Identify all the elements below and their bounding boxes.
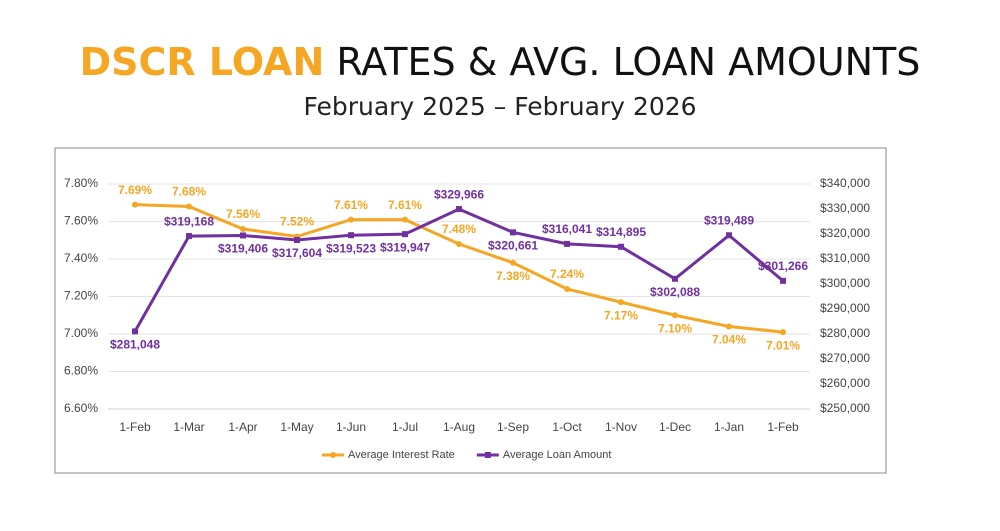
y2-tick-label: $320,000 xyxy=(820,226,870,240)
y-tick-label: 7.20% xyxy=(64,289,98,303)
marker xyxy=(186,203,192,210)
marker xyxy=(294,236,300,243)
data-label: 7.01% xyxy=(766,338,800,352)
y-tick-label: 7.40% xyxy=(64,251,98,265)
x-tick-label: 1-Jun xyxy=(336,420,366,434)
data-label: 7.04% xyxy=(712,333,746,347)
chart-frame xyxy=(54,147,887,474)
marker xyxy=(726,323,732,330)
title-highlight: DSCR LOAN xyxy=(79,40,325,84)
y2-tick-label: $310,000 xyxy=(820,251,870,265)
data-label: 7.56% xyxy=(226,207,260,221)
x-tick-label: 1-Jul xyxy=(392,420,418,434)
legend-label: Average Interest Rate xyxy=(348,449,455,461)
data-label: 7.10% xyxy=(658,321,692,335)
x-tick-label: 1-Feb xyxy=(119,420,151,434)
legend-marker xyxy=(484,452,491,458)
data-label: $301,266 xyxy=(758,259,808,273)
data-label: 7.38% xyxy=(496,269,530,283)
y2-tick-label: $270,000 xyxy=(820,351,870,365)
x-tick-label: 1-Sep xyxy=(497,420,529,434)
marker xyxy=(564,240,570,247)
data-label: $314,895 xyxy=(596,225,646,239)
x-tick-label: 1-Feb xyxy=(767,420,799,434)
marker xyxy=(618,299,624,306)
data-label: 7.61% xyxy=(334,198,368,212)
data-label: $302,088 xyxy=(650,285,700,299)
x-tick-label: 1-Aug xyxy=(443,420,475,434)
marker xyxy=(564,286,570,292)
data-label: $319,947 xyxy=(380,240,430,254)
y2-tick-label: $260,000 xyxy=(820,376,870,390)
y-tick-label: 6.80% xyxy=(64,364,98,378)
data-label: $281,048 xyxy=(110,338,160,352)
chart-subtitle: February 2025 – February 2026 xyxy=(303,92,697,121)
y-tick-label: 6.60% xyxy=(64,401,98,415)
legend-label: Average Loan Amount xyxy=(503,449,612,461)
data-label: 7.48% xyxy=(442,222,476,236)
marker xyxy=(618,243,624,250)
data-label: 7.52% xyxy=(280,215,314,229)
marker xyxy=(186,233,192,240)
data-label: 7.68% xyxy=(172,185,206,199)
data-label: 7.17% xyxy=(604,308,638,322)
data-label: $317,604 xyxy=(272,246,322,260)
x-tick-label: 1-Oct xyxy=(552,420,582,434)
y2-tick-label: $280,000 xyxy=(820,326,870,340)
x-tick-label: 1-Apr xyxy=(228,420,257,434)
y2-tick-label: $330,000 xyxy=(820,201,870,215)
data-label: $319,168 xyxy=(164,214,214,228)
data-label: $319,523 xyxy=(326,241,376,255)
marker xyxy=(510,259,516,266)
header: DSCR LOAN RATES & AVG. LOAN AMOUNTS Febr… xyxy=(0,40,1000,121)
x-tick-label: 1-Mar xyxy=(173,420,204,434)
title-text: RATES & AVG. LOAN AMOUNTS xyxy=(336,40,921,84)
chart-title: DSCR LOAN RATES & AVG. LOAN AMOUNTS xyxy=(0,40,1000,84)
marker xyxy=(240,226,246,232)
x-tick-label: 1-May xyxy=(280,420,313,434)
marker xyxy=(672,312,678,319)
marker xyxy=(348,216,354,223)
data-label: $320,661 xyxy=(488,239,538,253)
marker xyxy=(240,232,246,239)
data-label: 7.69% xyxy=(118,183,152,197)
y2-tick-label: $300,000 xyxy=(820,276,870,290)
data-label: $316,041 xyxy=(542,222,592,236)
data-label: 7.24% xyxy=(550,267,584,281)
data-label: $319,406 xyxy=(218,242,268,256)
marker xyxy=(348,232,354,239)
y2-tick-label: $340,000 xyxy=(820,176,870,190)
x-tick-label: 1-Jan xyxy=(714,420,744,434)
marker xyxy=(780,277,786,284)
marker xyxy=(510,229,516,236)
data-label: 7.61% xyxy=(388,198,422,212)
marker xyxy=(402,231,408,238)
y-tick-label: 7.80% xyxy=(64,176,98,190)
x-tick-label: 1-Dec xyxy=(659,420,691,434)
y2-tick-label: $290,000 xyxy=(820,301,870,315)
marker xyxy=(456,241,462,247)
legend-marker xyxy=(330,452,336,458)
data-label: $329,966 xyxy=(434,187,484,201)
y2-tick-label: $250,000 xyxy=(820,401,870,415)
marker xyxy=(726,232,732,239)
y-tick-label: 7.00% xyxy=(64,326,98,340)
marker xyxy=(456,206,462,213)
marker xyxy=(402,216,408,223)
data-label: $319,489 xyxy=(704,213,754,227)
marker xyxy=(132,201,138,208)
marker xyxy=(780,329,786,336)
y-tick-label: 7.60% xyxy=(64,214,98,228)
x-tick-label: 1-Nov xyxy=(605,420,637,434)
marker xyxy=(132,328,138,335)
marker xyxy=(672,275,678,282)
